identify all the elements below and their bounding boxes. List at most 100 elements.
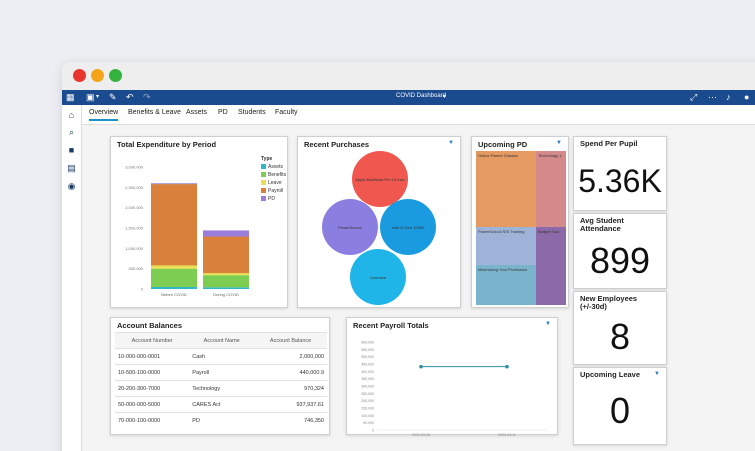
save-icon[interactable]: ▣ — [86, 92, 95, 102]
kpi-title: Avg Student Attendance — [580, 216, 624, 233]
payroll-totals-panel[interactable]: Recent Payroll Totals ▼ 600,000 550,000 50… — [346, 317, 558, 436]
title-chevron-icon[interactable]: ▾ — [443, 94, 447, 100]
purchases-title: Recent Purchases — [304, 140, 370, 149]
y-tick-label: 550,000 — [361, 348, 374, 352]
bar-segment — [203, 273, 249, 276]
legend-swatch — [261, 188, 266, 194]
kpi-value: 899 — [589, 240, 651, 281]
filter-icon[interactable]: ▼ — [545, 321, 551, 327]
app-toolbar: ▦ ▣ ▾ ✎ ↶ ↷ COVID Dashboard ▾ ⤢ ⋯ ♪ ● — [62, 90, 755, 105]
content-icon[interactable]: ▤ — [67, 163, 76, 173]
y-tick-label: 2,000,000 — [125, 205, 144, 210]
cell-account-name: CARES Act — [189, 396, 255, 413]
dashboard-tabs: Overview Benefits & Leave Assets PD Stud… — [82, 105, 755, 125]
treemap-cell-technology[interactable]: Technology 1 — [536, 151, 566, 227]
table-row[interactable]: 10-500-100-0000 Payroll 440,000.9 — [115, 364, 327, 381]
kpi-value: 0 — [609, 390, 631, 431]
notification-bell-icon[interactable]: ♪ — [726, 92, 731, 102]
tab-benefits-leave[interactable]: Benefits & Leave — [128, 109, 181, 116]
close-window-button[interactable] — [73, 69, 86, 82]
bar-segment — [151, 286, 197, 289]
expenditure-chart: 3,000,000 2,500,000 2,000,000 1,500,000 1,00… — [125, 165, 249, 297]
bubble-licenses[interactable] — [350, 249, 406, 305]
kpi-avg-attendance[interactable]: Avg Student Attendance 899 — [573, 213, 667, 289]
tab-assets[interactable]: Assets — [186, 109, 208, 116]
kpi-spend-per-pupil[interactable]: Spend Per Pupil 5.36K — [573, 136, 667, 211]
x-tick-label: Before COVID — [161, 292, 187, 297]
x-tick-label: 2020-03-28 — [412, 433, 430, 436]
upcoming-pd-title: Upcoming PD — [478, 140, 528, 149]
redo-icon[interactable]: ↷ — [143, 92, 151, 102]
bubble-macbook[interactable] — [352, 151, 408, 207]
maximize-window-button[interactable] — [109, 69, 122, 82]
table-row[interactable]: 10-000-000-0001 Cash 2,000,000 — [115, 348, 327, 365]
legend-item-payroll[interactable]: Payroll — [261, 188, 283, 194]
tab-overview[interactable]: Overview — [89, 109, 119, 121]
search-icon[interactable]: ⌕ — [68, 127, 75, 137]
y-tick-label: 0 — [372, 429, 374, 433]
table-row[interactable]: 20-200-300-7000 Technology 970,324 — [115, 380, 327, 397]
undo-icon[interactable]: ↶ — [126, 92, 134, 102]
cell-account-name: Technology — [189, 380, 255, 397]
account-balances-panel[interactable]: Account Balances Account Number Account … — [110, 317, 330, 435]
legend-item-pd[interactable]: PD — [261, 196, 275, 202]
payroll-point — [419, 364, 423, 369]
filter-icon[interactable]: ▼ — [448, 140, 454, 146]
treemap-cell-maximizing[interactable]: Maximizing Your Profession — [476, 265, 536, 305]
expand-icon[interactable]: ⤢ — [690, 92, 698, 102]
y-tick-label: 450,000 — [361, 363, 374, 367]
legend-item-leave[interactable]: Leave — [261, 180, 282, 186]
legend-item-benefits[interactable]: Benefits — [261, 172, 286, 178]
bubble-label-macbook: Apple MacBook Pro 13-inch — [355, 177, 405, 182]
expenditure-title: Total Expenditure by Period — [117, 140, 217, 149]
bubble-label-licenses: Licenses — [370, 275, 386, 280]
recent-icon[interactable]: ◉ — [67, 181, 76, 191]
cell-account-name: Payroll — [189, 364, 255, 381]
kpi-new-employees[interactable]: New Employees (+/-30d) 8 — [573, 291, 667, 365]
y-tick-label: 500,000 — [361, 355, 374, 359]
folder-icon[interactable]: ■ — [68, 145, 75, 155]
home-icon[interactable]: ⌂ — [68, 110, 75, 120]
y-tick-label: 250,000 — [361, 392, 374, 396]
treemap-label: Maximizing Your Profession — [478, 267, 528, 272]
filter-icon[interactable]: ▼ — [654, 371, 660, 377]
kpi-upcoming-leave[interactable]: Upcoming Leave ▼ 0 — [573, 367, 667, 445]
bubble-powerschool[interactable] — [322, 199, 378, 255]
tab-pd[interactable]: PD — [218, 109, 228, 116]
column-header[interactable]: Account Number — [115, 332, 190, 349]
column-header[interactable]: Account Name — [189, 332, 255, 349]
filter-icon[interactable]: ▼ — [556, 140, 562, 146]
treemap-label: Online Parent Classes — [478, 153, 518, 158]
kpi-title: Upcoming Leave — [580, 370, 641, 379]
legend-label: Benefits — [268, 172, 287, 178]
cell-account-name: Cash — [189, 348, 255, 365]
table-row[interactable]: 50-000-000-5000 CARES Act 937,937.61 — [115, 396, 327, 413]
y-tick-label: 200,000 — [361, 399, 374, 403]
treemap-cell-budget[interactable]: Budget Tool — [536, 227, 566, 305]
bubble-intel[interactable] — [380, 199, 436, 255]
bar-segment — [203, 287, 249, 289]
upcoming-pd-panel[interactable]: Upcoming PD ▼ Online Parent Classes Tech… — [471, 136, 569, 308]
cell-account-number: 70-000-100-0000 — [115, 412, 190, 429]
tab-faculty[interactable]: Faculty — [275, 109, 298, 116]
more-icon[interactable]: ⋯ — [708, 92, 717, 102]
treemap-label: Budget Tool — [538, 229, 560, 234]
chevron-down-icon[interactable]: ▾ — [96, 94, 100, 100]
cell-account-balance: 970,324 — [254, 380, 327, 397]
bubble-label-powerschool: PowerSchool — [338, 225, 362, 230]
minimize-window-button[interactable] — [91, 69, 104, 82]
table-row[interactable]: 70-000-100-0000 PD 746,350 — [115, 412, 327, 429]
bar-segment — [203, 236, 249, 274]
treemap-cell-powerschool[interactable]: PowerSchool SIS Training — [476, 227, 536, 265]
treemap-cell-parent-classes[interactable]: Online Parent Classes — [476, 151, 536, 227]
grid-icon[interactable]: ▦ — [66, 92, 75, 102]
column-header[interactable]: Account Balance — [254, 332, 327, 349]
legend-item-assets[interactable]: Assets — [261, 164, 283, 170]
edit-icon[interactable]: ✎ — [109, 92, 117, 102]
tab-students[interactable]: Students — [238, 109, 266, 116]
user-avatar-icon[interactable]: ● — [744, 92, 750, 102]
bar-segment — [203, 275, 249, 288]
cell-account-number: 10-500-100-0000 — [115, 364, 190, 381]
purchases-panel[interactable]: Recent Purchases ▼ Apple MacBook Pro 13-… — [297, 136, 461, 308]
expenditure-panel[interactable]: Total Expenditure by Period 3,000,000 2,5… — [110, 136, 288, 308]
